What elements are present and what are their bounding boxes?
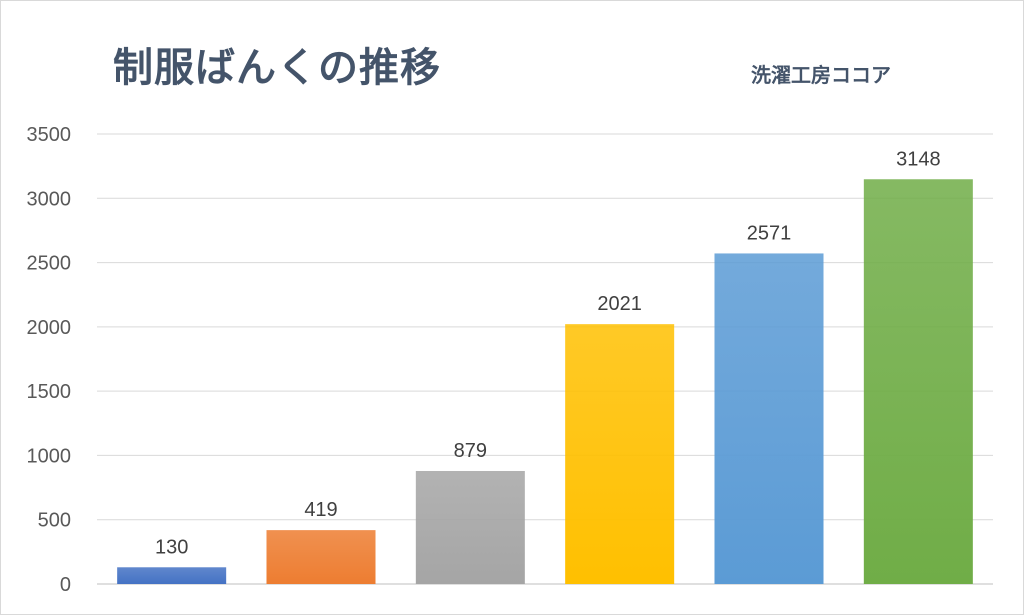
data-label: 3148 bbox=[896, 148, 941, 170]
y-tick-label: 500 bbox=[38, 510, 71, 532]
y-tick-label: 2500 bbox=[27, 253, 72, 275]
y-tick-label: 1000 bbox=[27, 445, 72, 467]
data-label: 2571 bbox=[747, 222, 792, 244]
data-label: 879 bbox=[454, 440, 487, 462]
y-tick-label: 3000 bbox=[27, 188, 72, 210]
y-tick-label: 2000 bbox=[27, 317, 72, 339]
chart-title: 制服ばんくの推移 bbox=[113, 45, 441, 91]
y-tick-label: 3500 bbox=[27, 124, 72, 146]
bar bbox=[714, 253, 824, 584]
chart-subtitle: 洗濯工房ココア bbox=[751, 63, 891, 87]
bar bbox=[565, 324, 675, 584]
bar bbox=[266, 530, 376, 584]
bar bbox=[863, 179, 973, 584]
data-label: 419 bbox=[304, 499, 337, 521]
data-label: 130 bbox=[155, 536, 188, 558]
bar bbox=[415, 470, 525, 584]
y-tick-label: 0 bbox=[60, 574, 71, 596]
data-label: 2021 bbox=[597, 293, 642, 315]
bar bbox=[117, 567, 227, 584]
y-tick-label: 1500 bbox=[27, 381, 72, 403]
